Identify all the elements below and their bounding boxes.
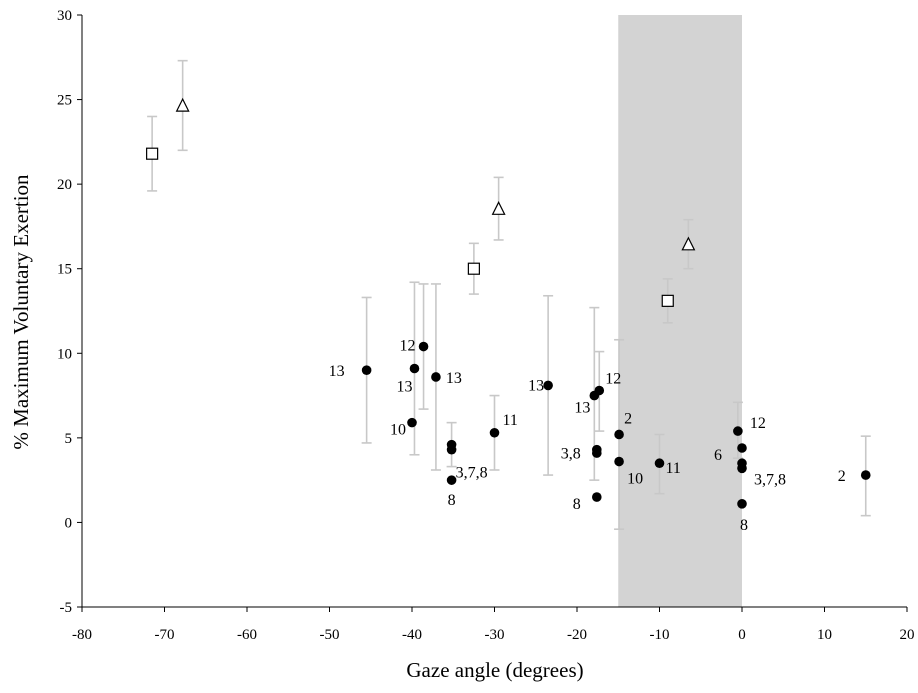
circle-marker — [431, 372, 441, 382]
point-label: 3,7,8 — [456, 465, 488, 482]
square-marker — [661, 294, 674, 307]
point-label: 10 — [390, 422, 406, 439]
y-tick-label: 20 — [57, 177, 72, 193]
point-label: 8 — [740, 517, 748, 534]
circle-marker — [733, 426, 743, 436]
y-tick-label: 10 — [57, 346, 72, 362]
labels-layer: 13121313103,7,88111313123,88210111263,7,… — [329, 338, 846, 534]
circle-marker — [489, 427, 500, 438]
y-axis-title: % Maximum Voluntary Exertion — [9, 174, 33, 450]
point-label: 12 — [400, 338, 416, 355]
point-label: 3,7,8 — [754, 471, 786, 488]
circle-marker — [860, 470, 871, 480]
circle-marker — [614, 429, 624, 440]
circle-marker — [446, 475, 457, 485]
circle-marker — [737, 463, 747, 474]
y-tick-label: -5 — [60, 600, 73, 616]
square-marker — [467, 262, 480, 275]
circle-marker — [737, 499, 747, 509]
x-tick-label: -20 — [567, 627, 587, 643]
y-tick-label: 30 — [57, 8, 72, 24]
x-tick-label: -50 — [320, 627, 340, 643]
point-label: 13 — [396, 379, 412, 396]
y-tick-label: 15 — [57, 262, 72, 278]
circle-marker — [654, 458, 665, 469]
point-label: 8 — [573, 496, 581, 513]
triangle-marker — [491, 200, 506, 215]
point-label: 12 — [605, 370, 621, 387]
point-label: 13 — [528, 377, 544, 394]
x-tick-label: -80 — [72, 627, 92, 643]
circle-marker — [418, 341, 429, 352]
y-tick-label: 25 — [57, 93, 72, 109]
square-marker — [146, 147, 159, 160]
circle-marker — [592, 448, 602, 458]
point-label: 10 — [627, 471, 643, 488]
point-label: 3,8 — [561, 446, 581, 463]
triangle-marker — [175, 97, 190, 112]
circle-marker — [543, 380, 553, 391]
triangle-marker — [681, 236, 696, 251]
y-tick-label: 5 — [65, 431, 73, 447]
circle-marker — [446, 444, 457, 455]
circle-marker — [407, 417, 417, 428]
x-tick-label: -40 — [402, 627, 422, 643]
point-label: 2 — [624, 410, 632, 427]
circle-marker — [737, 443, 747, 453]
circle-marker — [594, 385, 605, 396]
circle-marker — [361, 365, 372, 376]
point-label: 11 — [666, 460, 681, 477]
point-label: 8 — [448, 492, 456, 509]
circle-marker — [614, 456, 624, 467]
circle-marker — [592, 492, 602, 502]
point-label: 6 — [714, 447, 722, 464]
markers-layer — [146, 97, 871, 509]
x-tick-label: 0 — [738, 627, 746, 643]
circle-marker — [409, 363, 420, 374]
point-label: 13 — [574, 400, 590, 417]
x-tick-label: -60 — [237, 627, 257, 643]
point-label: 12 — [750, 415, 766, 432]
x-tick-label: -70 — [155, 627, 175, 643]
point-label: 11 — [503, 412, 518, 429]
shaded-region — [618, 15, 742, 607]
point-label: 13 — [329, 363, 345, 380]
errorbars-layer — [147, 59, 871, 530]
x-axis-title: Gaze angle (degrees) — [406, 658, 583, 682]
point-label: 13 — [446, 370, 462, 387]
x-tick-label: -30 — [485, 627, 505, 643]
x-tick-label: 10 — [817, 627, 832, 643]
x-tick-label: -10 — [650, 627, 670, 643]
point-label: 2 — [838, 468, 846, 485]
x-tick-label: 20 — [900, 627, 915, 643]
y-tick-label: 0 — [65, 515, 73, 531]
